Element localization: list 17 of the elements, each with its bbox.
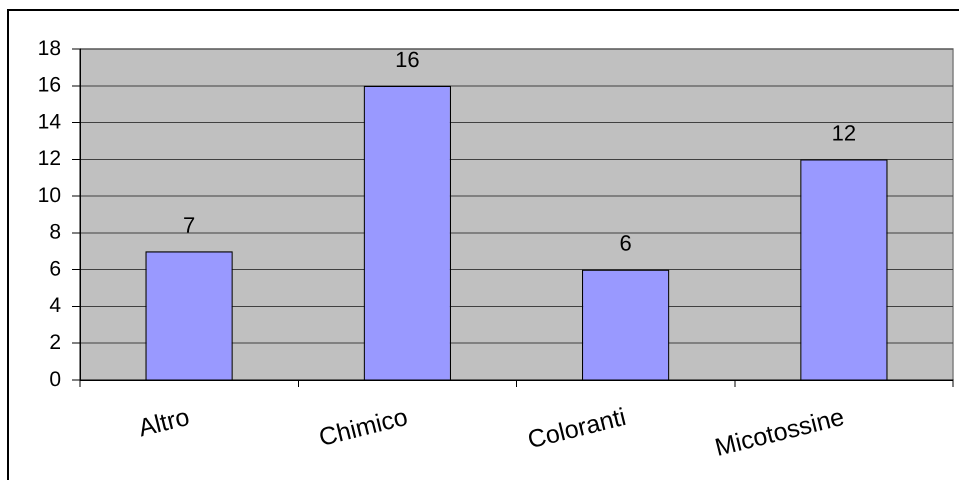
y-tick-label: 4 [49, 294, 62, 318]
data-label: 12 [832, 120, 856, 146]
y-tick-label: 0 [49, 368, 61, 391]
y-tick-label: 16 [38, 74, 61, 97]
x-tick-label: Coloranti [524, 402, 629, 454]
x-tick-label: Altro [136, 402, 192, 442]
y-tick-label: 18 [38, 36, 61, 60]
x-tick-label: Chimico [316, 402, 410, 452]
y-tick-label: 8 [49, 220, 61, 244]
data-label: 7 [183, 212, 196, 238]
data-label: 16 [395, 46, 420, 72]
y-tick-label: 6 [49, 257, 61, 280]
y-tick-label: 12 [38, 147, 61, 170]
y-tick-label: 10 [38, 184, 61, 207]
y-tick-label: 14 [38, 110, 62, 134]
y-tick-label: 2 [49, 331, 61, 354]
data-label: 6 [620, 230, 632, 256]
